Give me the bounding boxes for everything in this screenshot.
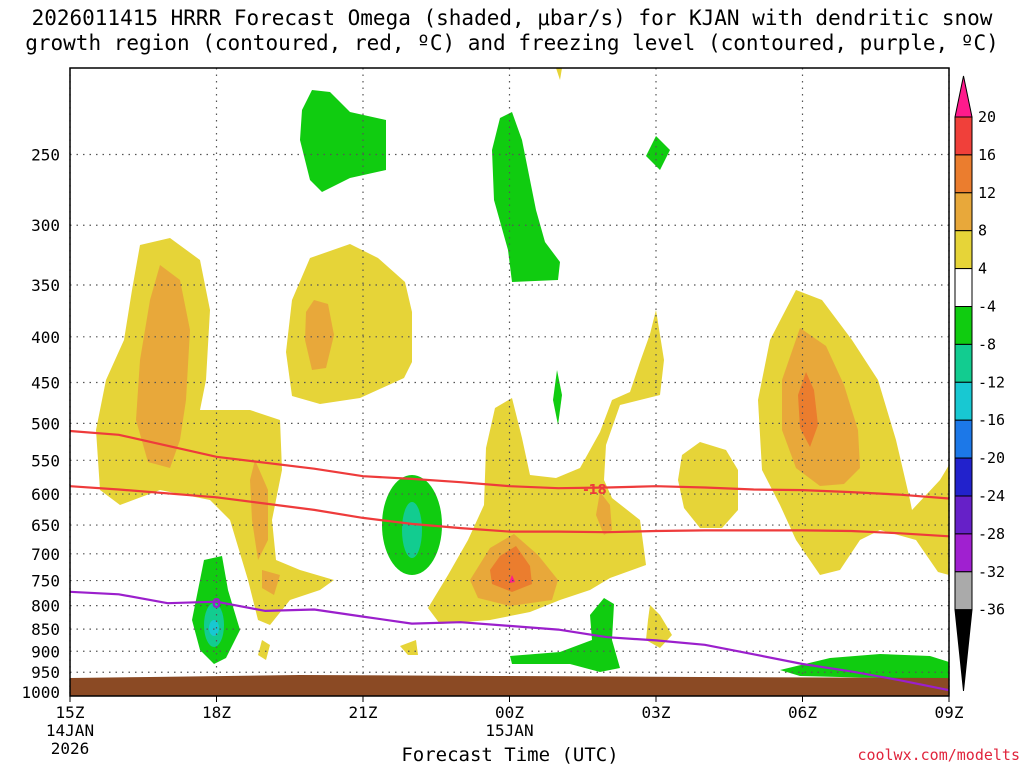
y-tick-label: 500	[31, 414, 60, 433]
colorbar-arrow-bottom	[954, 609, 973, 692]
colorbar-label: 4	[978, 260, 987, 278]
contour-lines: -18 0	[69, 429, 950, 692]
y-tick-label: 900	[31, 642, 60, 661]
omega-area-positive	[646, 605, 672, 648]
plot-frame	[69, 67, 950, 697]
colorbar-swatch	[954, 495, 973, 535]
omega-area-negative	[646, 136, 670, 170]
omega-area-positive	[400, 640, 418, 655]
y-axis-labels: 250 300 350 400 450 500 550 600 650 700 750 800 850 9…	[21, 146, 60, 703]
colorbar-swatch	[954, 343, 973, 383]
contour-label: -18	[583, 483, 607, 498]
colorbar-label: 20	[978, 108, 996, 126]
y-tick-label: 750	[31, 572, 60, 591]
y-tick-label: 550	[31, 451, 60, 470]
colorbar-swatch	[954, 306, 973, 345]
colorbar-swatch	[954, 268, 973, 308]
omega-area-positive	[428, 310, 664, 624]
x-tick-date: 14JAN	[46, 721, 94, 740]
omega-area-moderate-positive	[250, 460, 268, 560]
colorbar-swatch	[954, 571, 973, 611]
omega-area-strong-positive	[490, 546, 532, 592]
colorbar-arrow-top	[954, 75, 973, 118]
omega-area-negative	[553, 370, 562, 425]
colorbar-label: -4	[978, 298, 996, 316]
omega-area-positive	[258, 640, 270, 660]
x-tick-label: 00Z	[495, 703, 524, 722]
x-tick-label: 18Z	[202, 703, 231, 722]
contour-label: 0	[212, 597, 221, 612]
colorbar-label: -28	[978, 525, 1005, 543]
ground-layer	[70, 675, 949, 696]
y-tick-label: 450	[31, 373, 60, 392]
y-tick-label: 250	[31, 146, 60, 165]
colorbar-label: -8	[978, 335, 996, 353]
colorbar-label: -24	[978, 487, 1005, 505]
y-tick-label: 350	[31, 276, 60, 295]
y-tick-label: 300	[31, 216, 60, 235]
omega-area-moderate-positive	[596, 492, 612, 535]
chart-title: 2026011415 HRRR Forecast Omega (shaded, …	[25, 6, 999, 55]
omega-area-moderate-positive	[262, 570, 280, 595]
ground-fill	[70, 675, 949, 696]
colorbar-swatch	[954, 419, 973, 459]
colorbar-swatch	[954, 533, 973, 573]
y-tick-label: 950	[31, 663, 60, 682]
y-tick-label: 850	[31, 620, 60, 639]
omega-area-moderate-positive	[305, 300, 334, 370]
colorbar: 20 16 12 8 4 -4 -8 -12 -16 -20 -24 -28 -32 -36	[954, 75, 1005, 692]
colorbar-label: -20	[978, 449, 1005, 467]
contour-line	[69, 429, 950, 500]
omega-area-positive	[556, 68, 562, 80]
omega-area-negative	[492, 112, 560, 282]
x-axis-title: Forecast Time (UTC)	[401, 744, 619, 766]
colorbar-swatch	[954, 230, 973, 270]
colorbar-label: 16	[978, 146, 996, 164]
x-tick-date: 15JAN	[485, 721, 533, 740]
y-tick-label: 400	[31, 328, 60, 347]
omega-area-strong-negative	[402, 502, 422, 558]
colorbar-swatch	[954, 457, 973, 497]
omega-area-negative	[510, 598, 620, 672]
x-tick-label: 09Z	[935, 703, 964, 722]
y-tick-label: 650	[31, 516, 60, 535]
omega-area-negative	[300, 90, 386, 192]
credit-link[interactable]: coolwx.com/modelts	[857, 746, 1020, 764]
colorbar-label: 12	[978, 184, 996, 202]
colorbar-swatch	[954, 381, 973, 421]
contour-line	[69, 485, 950, 538]
contour-line	[69, 590, 950, 692]
colorbar-label: -36	[978, 601, 1005, 619]
omega-area-moderate-positive	[782, 328, 860, 486]
y-tick-label: 600	[31, 485, 60, 504]
x-tick-label: 15Z	[56, 703, 85, 722]
colorbar-swatch	[954, 116, 973, 156]
omega-area-negative	[780, 654, 949, 678]
colorbar-swatch	[954, 154, 973, 194]
omega-area-positive	[678, 442, 738, 528]
x-tick-year: 2026	[51, 739, 90, 758]
colorbar-label: -16	[978, 411, 1005, 429]
colorbar-swatch	[954, 192, 973, 232]
colorbar-label: -32	[978, 563, 1005, 581]
omega-area-positive	[286, 244, 412, 404]
colorbar-label: -12	[978, 373, 1005, 391]
y-tick-label: 700	[31, 545, 60, 564]
omega-shading	[96, 68, 949, 678]
omega-area-strong-positive	[798, 372, 818, 447]
omega-area-moderate-positive	[136, 265, 190, 468]
x-tick-label: 03Z	[642, 703, 671, 722]
y-tick-label: 1000	[21, 683, 60, 702]
colorbar-label: 8	[978, 222, 987, 240]
y-tick-label: 800	[31, 597, 60, 616]
x-tick-label: 06Z	[788, 703, 817, 722]
omega-area-stronger-negative	[209, 620, 219, 636]
x-tick-label: 21Z	[349, 703, 378, 722]
